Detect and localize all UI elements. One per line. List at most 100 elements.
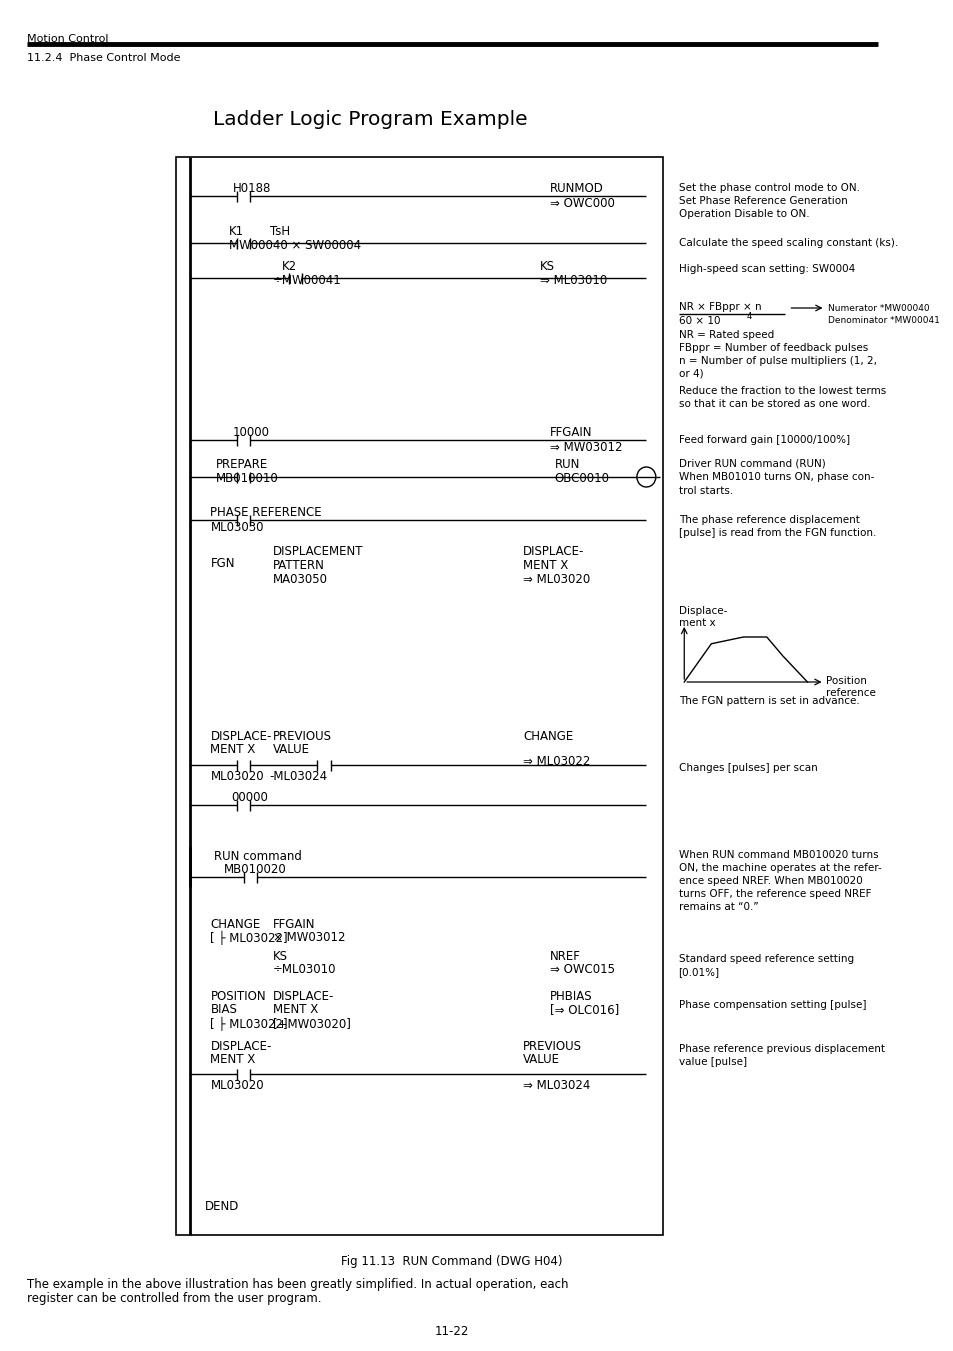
- Text: Phase compensation setting [pulse]: Phase compensation setting [pulse]: [678, 1000, 865, 1011]
- Text: Feed forward gain [10000/100%]: Feed forward gain [10000/100%]: [678, 435, 849, 444]
- Text: ON, the machine operates at the refer-: ON, the machine operates at the refer-: [678, 863, 881, 873]
- Text: ML03020: ML03020: [211, 770, 264, 784]
- Text: reference: reference: [825, 688, 876, 698]
- Text: remains at “0.”: remains at “0.”: [678, 902, 758, 912]
- Text: CHANGE: CHANGE: [522, 730, 573, 743]
- Text: PREVIOUS: PREVIOUS: [522, 1040, 581, 1052]
- Text: PHBIAS: PHBIAS: [549, 990, 592, 1002]
- Text: FBppr = Number of feedback pulses: FBppr = Number of feedback pulses: [678, 343, 867, 353]
- Text: ment x: ment x: [678, 617, 715, 628]
- Text: MB010010: MB010010: [215, 471, 278, 485]
- Text: [pulse] is read from the FGN function.: [pulse] is read from the FGN function.: [678, 528, 875, 538]
- Text: When MB01010 turns ON, phase con-: When MB01010 turns ON, phase con-: [678, 471, 873, 482]
- Text: FGN: FGN: [211, 557, 234, 570]
- Text: NR = Rated speed: NR = Rated speed: [678, 330, 773, 340]
- Text: CHANGE: CHANGE: [211, 917, 260, 931]
- Text: PATTERN: PATTERN: [273, 559, 324, 571]
- Text: 4: 4: [746, 312, 751, 322]
- Text: trol starts.: trol starts.: [678, 486, 732, 496]
- Text: MENT X: MENT X: [522, 559, 568, 571]
- Text: Driver RUN command (RUN): Driver RUN command (RUN): [678, 458, 824, 467]
- Text: MB010020: MB010020: [223, 863, 286, 875]
- Text: 00000: 00000: [231, 790, 268, 804]
- Text: [+MW03020]: [+MW03020]: [273, 1017, 351, 1029]
- Text: Calculate the speed scaling constant (ks).: Calculate the speed scaling constant (ks…: [678, 238, 897, 249]
- Text: ÷MW00041: ÷MW00041: [273, 274, 341, 286]
- Text: RUN: RUN: [554, 458, 579, 471]
- Text: [0.01%]: [0.01%]: [678, 967, 719, 977]
- Text: ence speed NREF. When MB010020: ence speed NREF. When MB010020: [678, 875, 862, 886]
- Text: MW00040 × SW00004: MW00040 × SW00004: [229, 239, 361, 253]
- Text: DISPLACE-: DISPLACE-: [211, 1040, 272, 1052]
- Text: turns OFF, the reference speed NREF: turns OFF, the reference speed NREF: [678, 889, 870, 898]
- Text: ⇒ OWC000: ⇒ OWC000: [549, 197, 614, 209]
- Text: or 4): or 4): [678, 369, 702, 380]
- Text: register can be controlled from the user program.: register can be controlled from the user…: [27, 1292, 321, 1305]
- Text: ML03020: ML03020: [211, 1079, 264, 1092]
- Text: ⇒ ML03010: ⇒ ML03010: [539, 274, 607, 286]
- Text: The FGN pattern is set in advance.: The FGN pattern is set in advance.: [678, 696, 859, 707]
- Text: MENT X: MENT X: [273, 1002, 318, 1016]
- Text: KS: KS: [539, 259, 555, 273]
- Text: ÷ML03010: ÷ML03010: [273, 963, 336, 975]
- Text: NREF: NREF: [549, 950, 580, 963]
- Text: OBC0010: OBC0010: [554, 471, 609, 485]
- Text: 11.2.4  Phase Control Mode: 11.2.4 Phase Control Mode: [27, 53, 180, 63]
- Text: When RUN command MB010020 turns: When RUN command MB010020 turns: [678, 850, 878, 861]
- Text: DISPLACE-: DISPLACE-: [273, 990, 334, 1002]
- Text: PREPARE: PREPARE: [215, 458, 268, 471]
- Text: RUNMOD: RUNMOD: [549, 182, 603, 195]
- Text: ⇒ OWC015: ⇒ OWC015: [549, 963, 614, 975]
- Text: MENT X: MENT X: [211, 743, 255, 757]
- Text: 60 × 10: 60 × 10: [678, 316, 720, 326]
- Text: Standard speed reference setting: Standard speed reference setting: [678, 954, 853, 965]
- Text: DISPLACEMENT: DISPLACEMENT: [273, 544, 363, 558]
- Text: 11-22: 11-22: [435, 1325, 469, 1337]
- Text: so that it can be stored as one word.: so that it can be stored as one word.: [678, 399, 869, 409]
- Text: POSITION: POSITION: [211, 990, 266, 1002]
- Text: Operation Disable to ON.: Operation Disable to ON.: [678, 209, 808, 219]
- Text: Changes [pulses] per scan: Changes [pulses] per scan: [678, 763, 817, 773]
- Text: The phase reference displacement: The phase reference displacement: [678, 515, 859, 526]
- Text: VALUE: VALUE: [273, 743, 310, 757]
- Text: The example in the above illustration has been greatly simplified. In actual ope: The example in the above illustration ha…: [27, 1278, 567, 1292]
- Text: × MW03012: × MW03012: [273, 931, 345, 944]
- Text: FFGAIN: FFGAIN: [549, 426, 592, 439]
- Text: DEND: DEND: [205, 1200, 239, 1213]
- Text: Ladder Logic Program Example: Ladder Logic Program Example: [213, 109, 527, 128]
- Text: H0188: H0188: [233, 182, 272, 195]
- Text: Fig 11.13  RUN Command (DWG H04): Fig 11.13 RUN Command (DWG H04): [341, 1255, 562, 1269]
- Bar: [176, 157, 662, 1235]
- Text: Position: Position: [825, 676, 866, 686]
- Text: K2: K2: [281, 259, 296, 273]
- Text: RUN command: RUN command: [214, 850, 302, 863]
- Text: MENT X: MENT X: [211, 1052, 255, 1066]
- Text: Phase reference previous displacement: Phase reference previous displacement: [678, 1044, 883, 1054]
- Text: BIAS: BIAS: [211, 1002, 237, 1016]
- Text: VALUE: VALUE: [522, 1052, 559, 1066]
- Text: Numerator *MW00040: Numerator *MW00040: [827, 304, 929, 313]
- Text: TsH: TsH: [270, 226, 290, 238]
- Text: n = Number of pulse multipliers (1, 2,: n = Number of pulse multipliers (1, 2,: [678, 357, 876, 366]
- Text: High-speed scan setting: SW0004: High-speed scan setting: SW0004: [678, 263, 854, 274]
- Text: ⇒ ML03020: ⇒ ML03020: [522, 573, 590, 586]
- Text: Set Phase Reference Generation: Set Phase Reference Generation: [678, 196, 846, 205]
- Text: ⇒ MW03012: ⇒ MW03012: [549, 440, 621, 454]
- Text: [ ├ ML03022]: [ ├ ML03022]: [211, 931, 288, 946]
- Text: DISPLACE-: DISPLACE-: [211, 730, 272, 743]
- Text: ⇒ ML03022: ⇒ ML03022: [522, 755, 590, 767]
- Text: Set the phase control mode to ON.: Set the phase control mode to ON.: [678, 182, 859, 193]
- Text: Denominator *MW00041: Denominator *MW00041: [827, 316, 940, 326]
- Text: ⇒ ML03024: ⇒ ML03024: [522, 1079, 590, 1092]
- Text: ML03030: ML03030: [211, 521, 264, 534]
- Text: -ML03024: -ML03024: [269, 770, 327, 784]
- Text: Motion Control: Motion Control: [27, 34, 108, 45]
- Text: PHASE REFERENCE: PHASE REFERENCE: [211, 507, 322, 519]
- Text: 10000: 10000: [233, 426, 270, 439]
- Text: Reduce the fraction to the lowest terms: Reduce the fraction to the lowest terms: [678, 386, 885, 396]
- Text: Displace-: Displace-: [678, 607, 726, 616]
- Text: value [pulse]: value [pulse]: [678, 1056, 746, 1067]
- Text: [⇒ OLC016]: [⇒ OLC016]: [549, 1002, 618, 1016]
- Text: FFGAIN: FFGAIN: [273, 917, 315, 931]
- Text: MA03050: MA03050: [273, 573, 328, 586]
